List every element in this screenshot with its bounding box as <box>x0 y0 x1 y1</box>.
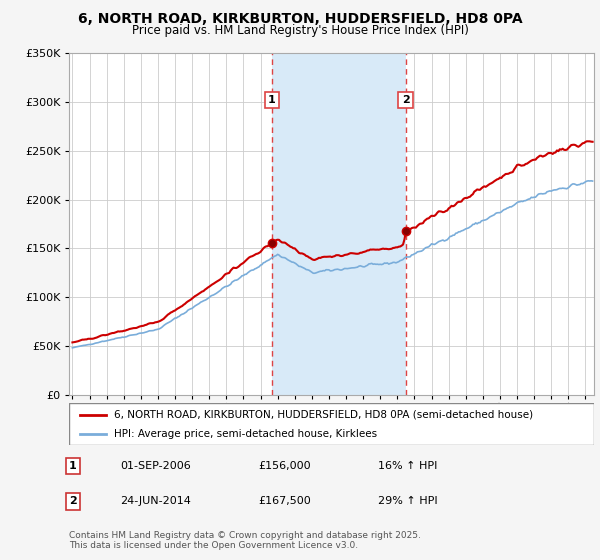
Text: 6, NORTH ROAD, KIRKBURTON, HUDDERSFIELD, HD8 0PA (semi-detached house): 6, NORTH ROAD, KIRKBURTON, HUDDERSFIELD,… <box>113 409 533 419</box>
Text: 1: 1 <box>268 95 276 105</box>
Text: 16% ↑ HPI: 16% ↑ HPI <box>378 461 437 471</box>
Text: HPI: Average price, semi-detached house, Kirklees: HPI: Average price, semi-detached house,… <box>113 429 377 439</box>
Text: £156,000: £156,000 <box>258 461 311 471</box>
Text: 01-SEP-2006: 01-SEP-2006 <box>120 461 191 471</box>
Text: Contains HM Land Registry data © Crown copyright and database right 2025.
This d: Contains HM Land Registry data © Crown c… <box>69 530 421 550</box>
Bar <box>272 53 406 395</box>
Text: 29% ↑ HPI: 29% ↑ HPI <box>378 496 437 506</box>
Text: 24-JUN-2014: 24-JUN-2014 <box>120 496 191 506</box>
Text: 1: 1 <box>69 461 77 471</box>
Text: £167,500: £167,500 <box>258 496 311 506</box>
Text: Price paid vs. HM Land Registry's House Price Index (HPI): Price paid vs. HM Land Registry's House … <box>131 24 469 37</box>
Text: 6, NORTH ROAD, KIRKBURTON, HUDDERSFIELD, HD8 0PA: 6, NORTH ROAD, KIRKBURTON, HUDDERSFIELD,… <box>77 12 523 26</box>
Text: 2: 2 <box>69 496 77 506</box>
FancyBboxPatch shape <box>69 403 594 445</box>
Text: 2: 2 <box>401 95 409 105</box>
